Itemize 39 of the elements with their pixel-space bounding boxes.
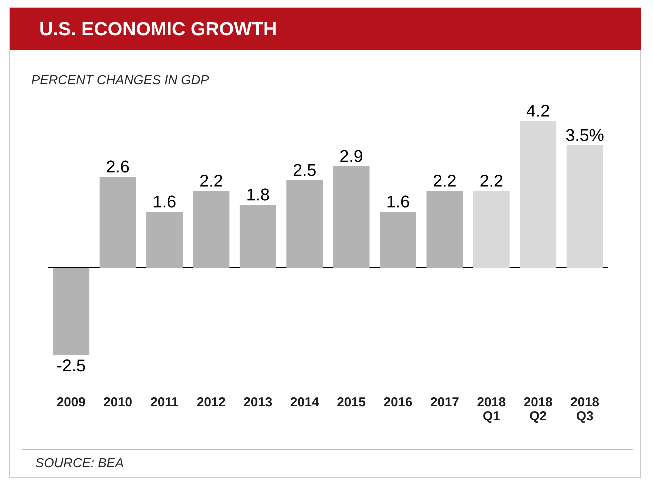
chart-title: U.S. ECONOMIC GROWTH (40, 22, 276, 36)
chart-subtitle: PERCENT CHANGES IN GDP (32, 75, 210, 85)
x-tick-label: 2015 (338, 398, 366, 407)
bar (146, 212, 183, 268)
x-tick-label: 2013 (244, 398, 272, 407)
x-tick-label: 2018 Q1 (478, 398, 506, 424)
x-tick-label: 2018 Q2 (524, 398, 552, 424)
data-label: 4.2 (526, 104, 550, 117)
bar (520, 120, 557, 268)
x-tick-label: 2018 Q3 (571, 398, 600, 424)
x-tick-label: 2014 (290, 398, 320, 407)
data-label: 2.2 (480, 174, 503, 187)
data-label: 2.9 (340, 150, 363, 162)
data-label: 1.8 (248, 188, 270, 201)
bar (566, 145, 604, 268)
x-tick-label: 2011 (151, 398, 178, 407)
bar (53, 268, 90, 356)
x-tick-label: 2017 (431, 398, 459, 407)
data-label: 2.5 (294, 164, 316, 176)
x-tick-label: 2010 (104, 398, 132, 407)
data-label: -2.5 (58, 360, 86, 372)
data-label: 3.5% (566, 129, 604, 142)
source-note: SOURCE: BEA (36, 458, 124, 468)
bar (473, 190, 510, 268)
data-label: 2.2 (200, 174, 222, 187)
x-tick-label: 2009 (57, 398, 86, 407)
data-label: 1.6 (154, 196, 176, 208)
data-label: 1.6 (388, 196, 410, 208)
bar (286, 180, 324, 268)
bar (426, 190, 464, 268)
data-label: 2.6 (107, 160, 130, 173)
bar (333, 166, 370, 268)
bar (100, 176, 136, 268)
bar (193, 190, 230, 268)
x-tick-label: 2012 (198, 398, 226, 407)
x-tick-label: 2016 (384, 398, 412, 407)
data-label: 2.2 (434, 174, 456, 187)
bar (240, 204, 276, 268)
bar (380, 212, 416, 268)
